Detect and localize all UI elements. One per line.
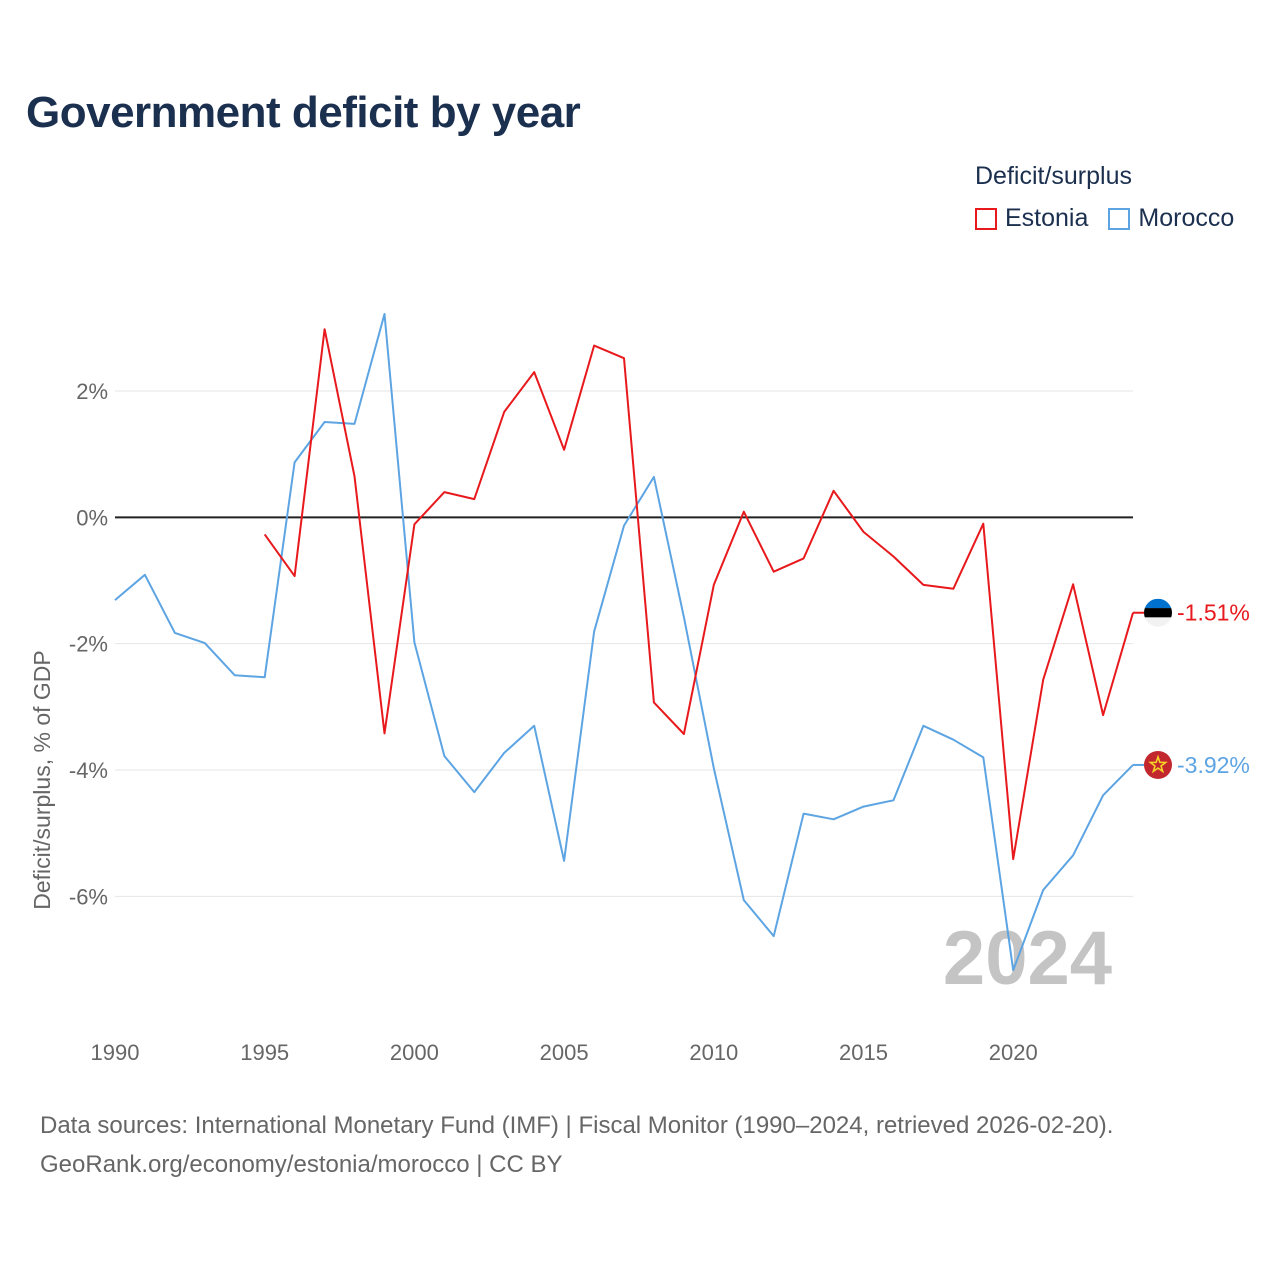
legend-label-morocco: Morocco [1138,204,1235,232]
series-line-morocco [114,313,1134,972]
estonia-flag-icon [1144,598,1172,627]
year-watermark: 2024 [943,916,1112,1001]
y-tick-label: -6% [69,884,108,909]
y-axis-label: Deficit/surplus, % of GDP [29,650,55,909]
x-tick-label: 1995 [240,1040,289,1065]
page-title: Government deficit by year [26,88,581,137]
line-chart: 2% 0% -2% -4% -6% 1990 1995 2000 2005 2010 2015 202… [29,313,1250,1065]
y-tick-label: -4% [69,758,108,783]
legend-swatch-morocco [1108,207,1131,230]
source-note: Data sources: International Monetary Fun… [40,1106,1113,1184]
legend: Estonia Morocco [975,204,1254,233]
source-line-1: Data sources: International Monetary Fun… [40,1112,1114,1139]
x-tick-label: 1990 [91,1040,140,1065]
legend-item-morocco[interactable]: Morocco [1108,204,1234,233]
legend-item-estonia[interactable]: Estonia [975,204,1088,233]
source-line-2[interactable]: GeoRank.org/economy/estonia/morocco | CC… [40,1151,563,1178]
legend-swatch-estonia [975,207,997,230]
x-tick-label: 2010 [689,1040,738,1065]
x-tick-label: 2020 [989,1040,1038,1065]
end-label-morocco: -3.92% [1177,752,1250,778]
series-line-estonia [263,328,1134,861]
y-tick-label: 2% [76,379,108,404]
legend-title: Deficit/surplus [975,162,1132,190]
x-tick-label: 2015 [839,1040,888,1065]
end-label-estonia: -1.51% [1177,600,1250,626]
morocco-flag-icon [1144,750,1172,779]
y-tick-label: -2% [69,632,108,657]
y-tick-label: 0% [76,505,108,530]
x-tick-label: 2005 [540,1040,589,1065]
legend-label-estonia: Estonia [1005,204,1089,232]
x-tick-label: 2000 [390,1040,439,1065]
